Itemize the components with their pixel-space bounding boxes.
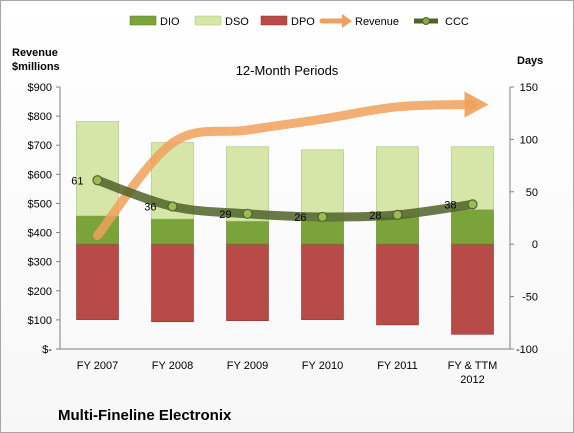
y-left-tick-label: $200	[28, 286, 52, 298]
axes: $- $100 $200 $300 $400 $500 $600 $700 $800 $900 -1…	[28, 82, 538, 386]
revenue-arrowhead	[464, 91, 489, 118]
x-tick-label: FY 2008	[152, 360, 193, 372]
bar-dpo	[376, 243, 419, 326]
y-right-tick-label: 50	[526, 187, 538, 199]
y-left-tick-label: $900	[28, 82, 52, 94]
legend-swatch-ccc	[414, 17, 438, 25]
bar-dso	[76, 121, 119, 217]
y-left-tick-label: $-	[42, 344, 52, 356]
y-left-title-line2: $millions	[12, 61, 60, 73]
ccc-data-label: 38	[444, 199, 456, 211]
ccc-series: 61 36 29 26 28 38	[71, 175, 478, 224]
y-right-title: Days	[517, 55, 543, 67]
bars	[76, 121, 494, 335]
bar-dpo	[76, 243, 119, 320]
ccc-data-label: 36	[144, 201, 156, 213]
bar-dso	[451, 146, 494, 210]
y-left-tick-label: $300	[28, 257, 52, 269]
ccc-data-label: 61	[71, 175, 83, 187]
bar-dpo	[226, 243, 269, 322]
chart-title: 12-Month Periods	[236, 63, 339, 78]
ccc-line	[93, 175, 477, 222]
ccc-point	[92, 175, 103, 186]
legend-label-dso: DSO	[225, 16, 249, 28]
ccc-data-label: 28	[369, 210, 381, 222]
revenue-series	[93, 91, 489, 240]
legend-swatch-dso	[194, 15, 222, 26]
y-left-tick-label: $400	[28, 228, 52, 240]
bar-dpo	[451, 243, 494, 335]
bar-dio	[301, 220, 344, 245]
x-tick-label: FY 2010	[302, 360, 343, 372]
bar-dio	[376, 216, 419, 245]
x-tick-label: FY 2007	[77, 360, 118, 372]
bar-dio	[451, 209, 494, 245]
bar-dio	[151, 218, 194, 245]
y-left-tick-label: $100	[28, 315, 52, 327]
y-right-tick-label: -50	[522, 292, 538, 304]
ccc-point	[167, 201, 178, 212]
y-right-tick-label: 150	[520, 82, 538, 94]
y-left-tick-label: $800	[28, 111, 52, 123]
bar-dpo	[301, 243, 344, 320]
bar-dio	[226, 220, 269, 245]
y-right-tick-label: 0	[532, 239, 538, 251]
ccc-point	[317, 211, 328, 223]
legend-label-dpo: DPO	[291, 16, 315, 28]
bar-dso	[376, 146, 419, 218]
legend-label-ccc: CCC	[445, 16, 469, 28]
legend-swatch-dpo	[260, 15, 288, 26]
x-tick-label-line2: 2012	[460, 374, 484, 386]
x-tick-label: FY 2011	[377, 360, 418, 372]
ccc-point	[392, 209, 403, 220]
y-right-tick-label: 100	[520, 134, 538, 146]
y-left-tick-label: $600	[28, 169, 52, 181]
legend-swatch-revenue	[319, 14, 352, 28]
ccc-data-label: 26	[294, 212, 306, 224]
x-tick-label: FY 2009	[227, 360, 268, 372]
ccc-point	[467, 199, 478, 210]
y-right-tick-label: -100	[516, 344, 538, 356]
legend-label-revenue: Revenue	[355, 16, 399, 28]
x-tick-label: FY & TTM	[448, 360, 498, 372]
bar-dpo	[151, 243, 194, 323]
bar-dso	[301, 149, 344, 222]
legend-swatch-dio	[129, 15, 157, 26]
ccc-point	[242, 208, 253, 219]
y-left-title-line1: Revenue	[12, 47, 58, 59]
legend-label-dio: DIO	[160, 16, 180, 28]
revenue-line	[93, 99, 477, 240]
ccc-data-label: 29	[219, 209, 231, 221]
legend: DIO DSO DPO Revenue CCC	[129, 14, 469, 28]
company-name: Multi-Fineline Electronix	[58, 407, 232, 424]
y-left-tick-label: $500	[28, 198, 52, 210]
y-left-tick-label: $700	[28, 140, 52, 152]
